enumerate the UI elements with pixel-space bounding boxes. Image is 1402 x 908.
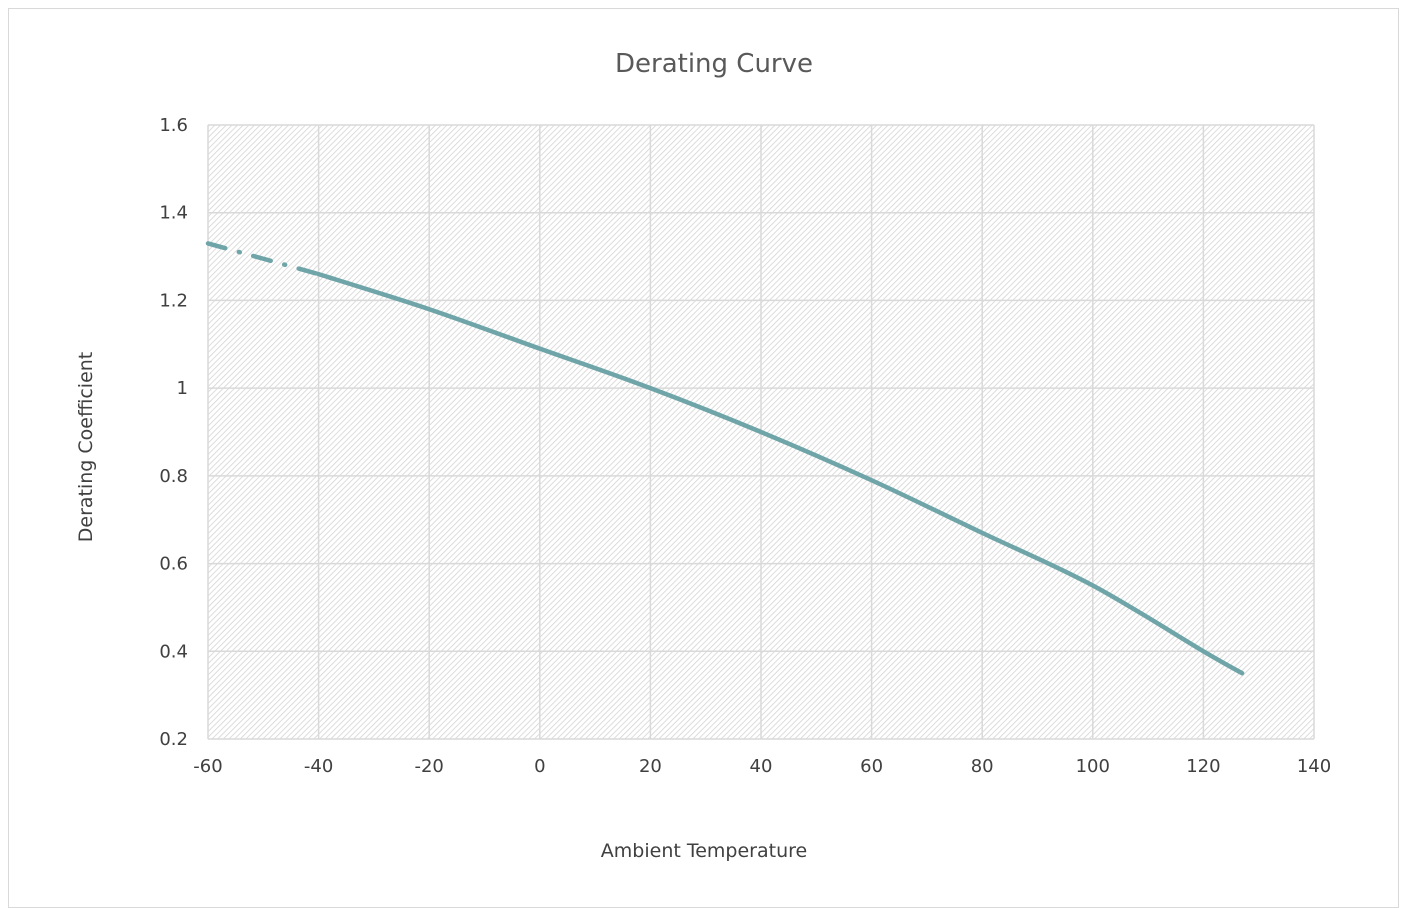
y-tick-label: 0.4 xyxy=(159,641,188,662)
x-tick-label: 100 xyxy=(1076,756,1110,777)
x-tick-label: 120 xyxy=(1186,756,1220,777)
x-tick-label: -40 xyxy=(304,756,333,777)
x-tick-label: 20 xyxy=(639,756,662,777)
x-axis-title: Ambient Temperature xyxy=(601,840,807,862)
chart-title: Derating Curve xyxy=(615,49,813,79)
y-tick-label: 1 xyxy=(177,378,188,399)
y-axis-tick-labels: 0.2 0.4 0.6 0.8 1 1.2 1.4 1.6 xyxy=(159,115,188,750)
x-tick-label: 140 xyxy=(1297,756,1331,777)
series-line-solid xyxy=(316,271,1245,676)
y-tick-label: 1.6 xyxy=(159,115,188,136)
x-tick-label: 60 xyxy=(860,756,883,777)
x-tick-label: 40 xyxy=(750,756,773,777)
y-tick-label: 0.8 xyxy=(159,466,188,487)
x-tick-label: 0 xyxy=(534,756,545,777)
y-tick-label: 0.2 xyxy=(159,729,188,750)
x-tick-label: -20 xyxy=(414,756,443,777)
y-axis-title: Derating Coefficient xyxy=(75,352,97,543)
x-axis-tick-labels: -60 -40 -20 0 20 40 60 80 100 120 140 xyxy=(193,756,1331,777)
series-line-dashed xyxy=(205,241,321,277)
x-tick-label: 80 xyxy=(971,756,994,777)
y-tick-label: 1.4 xyxy=(159,203,188,224)
gridlines xyxy=(207,124,1315,740)
x-tick-label: -60 xyxy=(193,756,222,777)
y-tick-label: 0.6 xyxy=(159,554,188,575)
y-tick-label: 1.2 xyxy=(159,290,188,311)
series-layer xyxy=(205,241,1245,676)
